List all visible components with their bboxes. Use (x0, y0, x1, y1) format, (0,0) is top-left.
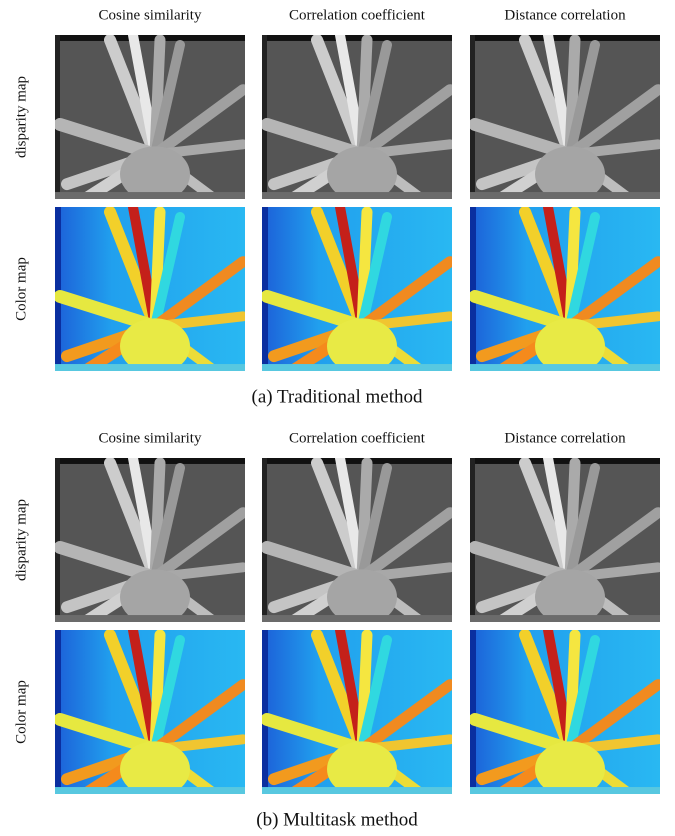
color-map-image (262, 630, 452, 797)
column-header: Correlation coefficient (289, 430, 426, 446)
color-map-image (55, 630, 245, 797)
column-header: Cosine similarity (99, 430, 202, 446)
column-header: Correlation coefficient (289, 7, 426, 23)
column-header: Distance correlation (504, 7, 626, 23)
disparity-image (262, 35, 452, 202)
row-label: disparity map (13, 499, 29, 581)
row-label: disparity map (13, 76, 29, 158)
color-map-image (470, 207, 660, 374)
disparity-image (55, 35, 245, 202)
disparity-image (55, 458, 245, 625)
color-map-image (470, 630, 660, 797)
disparity-image (262, 458, 452, 625)
page: Cosine similarity Correlation coefficient… (0, 0, 675, 836)
caption: (b) Multitask method (256, 809, 418, 830)
row-label: Color map (13, 680, 29, 744)
color-map-image (55, 207, 245, 374)
disparity-image (470, 458, 660, 625)
column-header: Distance correlation (504, 430, 626, 446)
color-map-image (262, 207, 452, 374)
row-label: Color map (13, 257, 29, 321)
caption: (a) Traditional method (252, 386, 423, 407)
column-header: Cosine similarity (99, 7, 202, 23)
figure: Cosine similarity Correlation coefficient… (0, 0, 675, 836)
disparity-image (470, 35, 660, 202)
